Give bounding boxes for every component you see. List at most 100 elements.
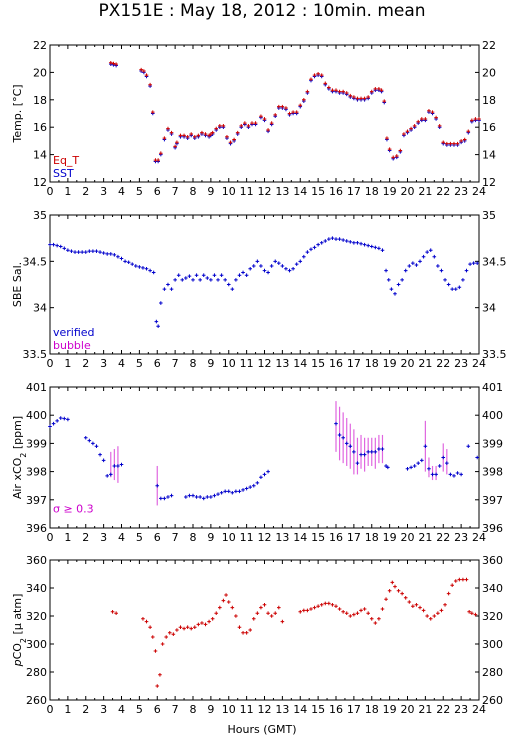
x-tick-label: 18 <box>365 531 379 544</box>
data-point <box>234 278 238 282</box>
data-point <box>468 262 472 266</box>
data-point <box>428 617 433 621</box>
data-point <box>111 61 116 66</box>
chart-title: PX151E : May 18, 2012 : 10min. mean <box>98 1 425 21</box>
data-point <box>134 264 138 268</box>
data-point <box>287 111 292 116</box>
data-point <box>464 268 469 273</box>
data-point <box>262 603 267 607</box>
data-point <box>461 577 465 582</box>
data-point <box>83 435 88 440</box>
data-point <box>443 603 447 607</box>
legend-entry: verified <box>53 326 95 339</box>
data-point <box>420 117 424 121</box>
x-tick-label: 22 <box>436 185 450 198</box>
data-point <box>411 261 415 265</box>
y-tick-label-right: 396 <box>482 522 503 535</box>
y-tick-label: 14 <box>33 149 47 162</box>
data-point <box>384 597 388 601</box>
data-point <box>223 489 227 494</box>
data-point <box>148 82 152 87</box>
data-point <box>209 495 213 499</box>
data-point <box>327 601 331 606</box>
data-point <box>182 626 186 631</box>
data-point <box>87 249 92 253</box>
data-point <box>182 133 186 138</box>
data-point <box>475 455 480 460</box>
x-tick-label: 2 <box>82 703 89 716</box>
data-point <box>176 273 181 278</box>
data-point <box>291 110 295 114</box>
x-tick-label: 8 <box>190 357 197 370</box>
x-tick-label: 23 <box>454 185 468 198</box>
data-point <box>48 242 52 247</box>
data-point <box>432 614 437 618</box>
data-point <box>262 268 267 273</box>
x-tick-label: 19 <box>383 531 397 544</box>
data-point <box>156 158 160 162</box>
data-point <box>355 96 360 101</box>
y-tick-label-right: 18 <box>482 94 496 107</box>
data-point <box>420 458 424 463</box>
plot-frame <box>49 214 480 355</box>
x-tick-label: 24 <box>472 357 486 370</box>
y-tick-label-right: 260 <box>482 694 503 707</box>
data-point <box>437 124 442 128</box>
data-point <box>414 603 419 607</box>
data-point <box>230 287 235 291</box>
data-point <box>439 268 444 273</box>
data-point <box>212 273 217 278</box>
data-point <box>459 472 463 477</box>
data-point <box>369 244 374 249</box>
data-point <box>237 625 242 629</box>
data-point <box>403 268 408 273</box>
data-point <box>341 238 345 242</box>
data-point <box>316 604 320 608</box>
data-point <box>334 421 338 426</box>
data-point <box>455 141 460 146</box>
data-point <box>327 85 331 90</box>
data-point <box>355 461 360 465</box>
data-point <box>216 278 220 282</box>
x-tick-label: 1 <box>64 531 71 544</box>
data-point <box>250 121 254 125</box>
data-point <box>452 141 456 146</box>
data-point <box>369 617 374 621</box>
x-tick-label: 12 <box>258 357 272 370</box>
data-point <box>448 141 453 146</box>
data-point <box>144 266 149 271</box>
data-point <box>262 117 267 121</box>
data-point <box>144 619 149 624</box>
data-point <box>386 278 391 282</box>
data-point <box>91 249 95 253</box>
data-point <box>225 134 229 139</box>
data-point <box>51 421 56 426</box>
data-point <box>373 245 378 250</box>
data-point <box>445 461 449 465</box>
data-point <box>427 466 431 471</box>
data-point <box>302 98 306 102</box>
data-point <box>142 69 146 73</box>
data-point <box>366 611 370 615</box>
data-point <box>366 95 370 99</box>
data-point <box>234 489 238 494</box>
data-point <box>66 417 70 422</box>
data-point <box>160 642 165 646</box>
data-point <box>184 495 188 499</box>
x-tick-label: 6 <box>154 703 161 716</box>
data-point <box>316 242 320 247</box>
x-tick-label: 9 <box>207 357 214 370</box>
x-tick-label: 4 <box>118 357 125 370</box>
data-point <box>141 266 145 270</box>
data-point <box>201 273 206 278</box>
data-point <box>194 495 199 499</box>
data-point <box>150 110 155 114</box>
y-tick-label: 20 <box>33 66 47 79</box>
data-point <box>185 625 190 629</box>
data-point <box>287 268 292 273</box>
x-tick-label: 11 <box>240 357 254 370</box>
data-point <box>55 419 59 423</box>
data-point <box>277 261 281 265</box>
data-point <box>280 264 285 268</box>
data-point <box>402 132 406 136</box>
